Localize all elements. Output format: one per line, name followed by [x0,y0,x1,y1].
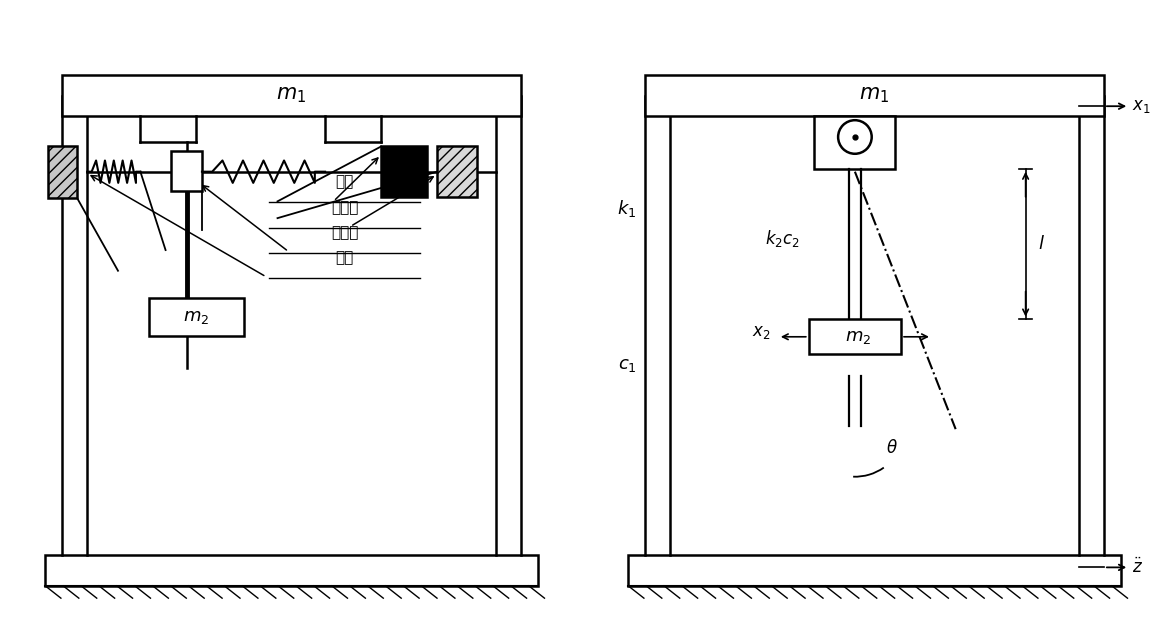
Text: $x_2$: $x_2$ [752,323,771,341]
Text: $l$: $l$ [1038,235,1045,253]
Text: 电机: 电机 [336,175,353,189]
Text: $x_1$: $x_1$ [1132,97,1151,115]
Bar [45,555,538,586]
Bar [48,147,77,198]
Text: 联接器: 联接器 [331,225,358,240]
Bar [171,151,202,191]
Bar [62,76,521,116]
Text: $k_2 c_2$: $k_2 c_2$ [765,228,800,250]
Bar [149,298,244,335]
Text: 编码器: 编码器 [331,200,358,215]
Bar [381,147,427,197]
Bar [645,76,1104,116]
Bar [814,116,895,169]
Bar [628,555,1121,586]
Bar [809,319,901,354]
Text: $m_1$: $m_1$ [276,85,307,105]
Text: $k_1$: $k_1$ [618,198,637,219]
Text: 轴承: 轴承 [336,250,353,265]
Text: $\theta$: $\theta$ [886,438,898,456]
Bar [437,147,477,197]
Text: $m_2$: $m_2$ [844,328,871,346]
Text: $m_2$: $m_2$ [183,308,210,326]
Circle shape [838,120,872,154]
Text: $m_1$: $m_1$ [859,85,890,105]
Text: $c_1$: $c_1$ [618,356,637,374]
Text: $\ddot{z}$: $\ddot{z}$ [1132,558,1143,577]
